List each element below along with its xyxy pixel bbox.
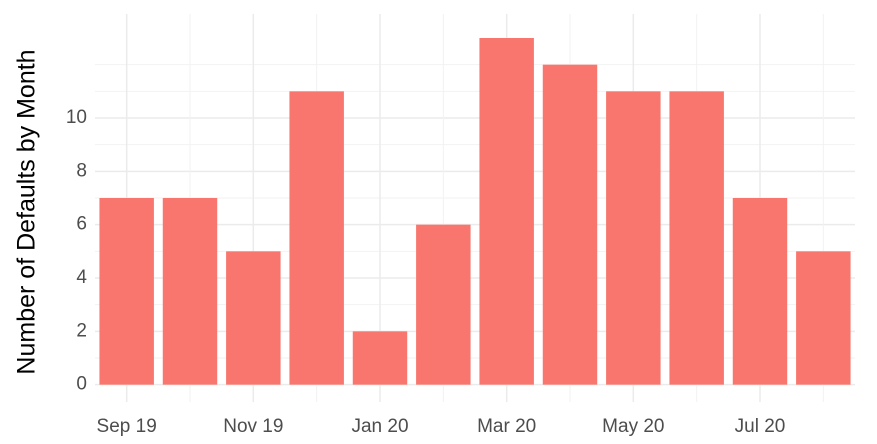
- bar: [606, 91, 661, 385]
- bar: [479, 38, 534, 385]
- x-tick-label: Jul 20: [735, 416, 786, 437]
- bar: [669, 91, 724, 385]
- x-tick-label: Sep 19: [97, 416, 157, 437]
- bar: [99, 198, 154, 385]
- y-tick-label: 2: [76, 320, 87, 341]
- y-tick-label: 0: [76, 374, 87, 395]
- y-tick-label: 4: [76, 267, 87, 288]
- bar: [289, 91, 344, 385]
- bar: [226, 251, 281, 385]
- bar: [732, 198, 788, 385]
- y-tick-label: 6: [76, 214, 87, 235]
- bars: [99, 38, 851, 385]
- x-tick-label: Mar 20: [477, 416, 536, 437]
- y-axis-title: Number of Defaults by Month: [13, 49, 41, 374]
- bar: [416, 224, 471, 385]
- x-tick-label: Nov 19: [223, 416, 283, 437]
- y-tick-label: 10: [66, 107, 87, 128]
- bar: [796, 251, 851, 385]
- x-tick-label: Jan 20: [351, 416, 408, 437]
- bar: [352, 331, 408, 385]
- bar: [542, 64, 598, 385]
- y-tick-label: 8: [76, 160, 87, 181]
- bar: [162, 198, 218, 385]
- x-tick-label: May 20: [602, 416, 664, 437]
